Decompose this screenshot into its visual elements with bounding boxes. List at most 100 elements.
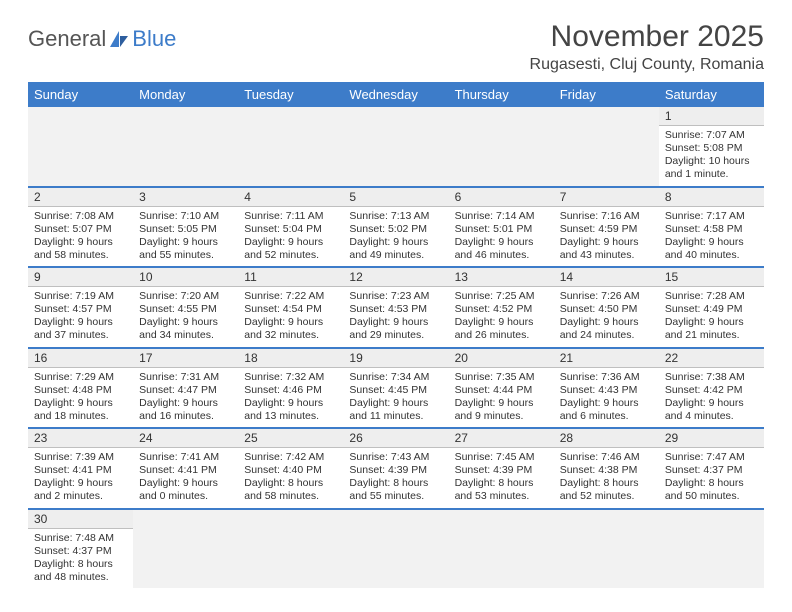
sunset-text: Sunset: 4:58 PM: [665, 223, 758, 236]
day-number: 6: [449, 188, 554, 207]
sunset-text: Sunset: 4:44 PM: [455, 384, 548, 397]
sunrise-text: Sunrise: 7:48 AM: [34, 532, 127, 545]
sunset-text: Sunset: 4:37 PM: [665, 464, 758, 477]
calendar-cell: 4Sunrise: 7:11 AMSunset: 5:04 PMDaylight…: [238, 187, 343, 268]
calendar-cell: 5Sunrise: 7:13 AMSunset: 5:02 PMDaylight…: [343, 187, 448, 268]
weekday-header: Thursday: [449, 82, 554, 107]
daylight-text: Daylight: 8 hours and 50 minutes.: [665, 477, 758, 503]
day-body: Sunrise: 7:23 AMSunset: 4:53 PMDaylight:…: [343, 287, 448, 347]
day-body: Sunrise: 7:48 AMSunset: 4:37 PMDaylight:…: [28, 529, 133, 589]
calendar-row: 23Sunrise: 7:39 AMSunset: 4:41 PMDayligh…: [28, 428, 764, 509]
daylight-text: Daylight: 8 hours and 58 minutes.: [244, 477, 337, 503]
location: Rugasesti, Cluj County, Romania: [530, 56, 764, 74]
day-number: 5: [343, 188, 448, 207]
sunset-text: Sunset: 4:39 PM: [455, 464, 548, 477]
day-body: Sunrise: 7:32 AMSunset: 4:46 PMDaylight:…: [238, 368, 343, 428]
calendar-cell: 14Sunrise: 7:26 AMSunset: 4:50 PMDayligh…: [554, 267, 659, 348]
daylight-text: Daylight: 9 hours and 18 minutes.: [34, 397, 127, 423]
day-number: 27: [449, 429, 554, 448]
calendar-cell: 25Sunrise: 7:42 AMSunset: 4:40 PMDayligh…: [238, 428, 343, 509]
sunrise-text: Sunrise: 7:43 AM: [349, 451, 442, 464]
day-body: Sunrise: 7:16 AMSunset: 4:59 PMDaylight:…: [554, 207, 659, 267]
day-number: 4: [238, 188, 343, 207]
day-number: 20: [449, 349, 554, 368]
logo-text-general: General: [28, 26, 106, 52]
day-body: Sunrise: 7:29 AMSunset: 4:48 PMDaylight:…: [28, 368, 133, 428]
daylight-text: Daylight: 9 hours and 29 minutes.: [349, 316, 442, 342]
sunset-text: Sunset: 4:40 PM: [244, 464, 337, 477]
daylight-text: Daylight: 8 hours and 55 minutes.: [349, 477, 442, 503]
day-body: Sunrise: 7:10 AMSunset: 5:05 PMDaylight:…: [133, 207, 238, 267]
day-number: 16: [28, 349, 133, 368]
calendar-cell: 9Sunrise: 7:19 AMSunset: 4:57 PMDaylight…: [28, 267, 133, 348]
day-body: Sunrise: 7:35 AMSunset: 4:44 PMDaylight:…: [449, 368, 554, 428]
weekday-row: SundayMondayTuesdayWednesdayThursdayFrid…: [28, 82, 764, 107]
sunset-text: Sunset: 5:02 PM: [349, 223, 442, 236]
sunrise-text: Sunrise: 7:45 AM: [455, 451, 548, 464]
calendar-cell-empty: [449, 107, 554, 187]
sunrise-text: Sunrise: 7:26 AM: [560, 290, 653, 303]
day-number: 24: [133, 429, 238, 448]
sunrise-text: Sunrise: 7:28 AM: [665, 290, 758, 303]
calendar-cell: 28Sunrise: 7:46 AMSunset: 4:38 PMDayligh…: [554, 428, 659, 509]
calendar-row: 30Sunrise: 7:48 AMSunset: 4:37 PMDayligh…: [28, 509, 764, 589]
day-body: Sunrise: 7:25 AMSunset: 4:52 PMDaylight:…: [449, 287, 554, 347]
sunrise-text: Sunrise: 7:20 AM: [139, 290, 232, 303]
sunset-text: Sunset: 4:42 PM: [665, 384, 758, 397]
daylight-text: Daylight: 8 hours and 52 minutes.: [560, 477, 653, 503]
sunrise-text: Sunrise: 7:16 AM: [560, 210, 653, 223]
sunset-text: Sunset: 4:39 PM: [349, 464, 442, 477]
daylight-text: Daylight: 9 hours and 9 minutes.: [455, 397, 548, 423]
day-number: 17: [133, 349, 238, 368]
sunset-text: Sunset: 5:07 PM: [34, 223, 127, 236]
day-body: Sunrise: 7:41 AMSunset: 4:41 PMDaylight:…: [133, 448, 238, 508]
day-body: Sunrise: 7:47 AMSunset: 4:37 PMDaylight:…: [659, 448, 764, 508]
day-body: Sunrise: 7:42 AMSunset: 4:40 PMDaylight:…: [238, 448, 343, 508]
daylight-text: Daylight: 9 hours and 43 minutes.: [560, 236, 653, 262]
daylight-text: Daylight: 9 hours and 0 minutes.: [139, 477, 232, 503]
calendar-cell: 23Sunrise: 7:39 AMSunset: 4:41 PMDayligh…: [28, 428, 133, 509]
daylight-text: Daylight: 9 hours and 11 minutes.: [349, 397, 442, 423]
day-number: 1: [659, 107, 764, 126]
sunset-text: Sunset: 4:55 PM: [139, 303, 232, 316]
sunrise-text: Sunrise: 7:46 AM: [560, 451, 653, 464]
calendar-row: 9Sunrise: 7:19 AMSunset: 4:57 PMDaylight…: [28, 267, 764, 348]
daylight-text: Daylight: 9 hours and 37 minutes.: [34, 316, 127, 342]
sunset-text: Sunset: 4:49 PM: [665, 303, 758, 316]
calendar-row: 16Sunrise: 7:29 AMSunset: 4:48 PMDayligh…: [28, 348, 764, 429]
daylight-text: Daylight: 9 hours and 58 minutes.: [34, 236, 127, 262]
calendar-cell-empty: [238, 509, 343, 589]
sunrise-text: Sunrise: 7:10 AM: [139, 210, 232, 223]
sunset-text: Sunset: 4:47 PM: [139, 384, 232, 397]
calendar-cell-empty: [133, 107, 238, 187]
calendar-cell: 13Sunrise: 7:25 AMSunset: 4:52 PMDayligh…: [449, 267, 554, 348]
daylight-text: Daylight: 9 hours and 13 minutes.: [244, 397, 337, 423]
weekday-header: Tuesday: [238, 82, 343, 107]
daylight-text: Daylight: 9 hours and 52 minutes.: [244, 236, 337, 262]
daylight-text: Daylight: 9 hours and 16 minutes.: [139, 397, 232, 423]
sunrise-text: Sunrise: 7:22 AM: [244, 290, 337, 303]
weekday-header: Sunday: [28, 82, 133, 107]
daylight-text: Daylight: 9 hours and 24 minutes.: [560, 316, 653, 342]
sunrise-text: Sunrise: 7:41 AM: [139, 451, 232, 464]
calendar-cell: 10Sunrise: 7:20 AMSunset: 4:55 PMDayligh…: [133, 267, 238, 348]
calendar-cell: 8Sunrise: 7:17 AMSunset: 4:58 PMDaylight…: [659, 187, 764, 268]
calendar-cell: 22Sunrise: 7:38 AMSunset: 4:42 PMDayligh…: [659, 348, 764, 429]
calendar-cell-empty: [133, 509, 238, 589]
day-number: 18: [238, 349, 343, 368]
calendar-cell: 7Sunrise: 7:16 AMSunset: 4:59 PMDaylight…: [554, 187, 659, 268]
day-number: 21: [554, 349, 659, 368]
calendar-row: 2Sunrise: 7:08 AMSunset: 5:07 PMDaylight…: [28, 187, 764, 268]
day-number: 9: [28, 268, 133, 287]
day-number: 14: [554, 268, 659, 287]
day-number: 7: [554, 188, 659, 207]
daylight-text: Daylight: 9 hours and 2 minutes.: [34, 477, 127, 503]
day-number: 29: [659, 429, 764, 448]
calendar-cell: 29Sunrise: 7:47 AMSunset: 4:37 PMDayligh…: [659, 428, 764, 509]
day-body: Sunrise: 7:14 AMSunset: 5:01 PMDaylight:…: [449, 207, 554, 267]
sunset-text: Sunset: 5:08 PM: [665, 142, 758, 155]
daylight-text: Daylight: 9 hours and 26 minutes.: [455, 316, 548, 342]
calendar-row: 1Sunrise: 7:07 AMSunset: 5:08 PMDaylight…: [28, 107, 764, 187]
calendar-cell: 21Sunrise: 7:36 AMSunset: 4:43 PMDayligh…: [554, 348, 659, 429]
daylight-text: Daylight: 10 hours and 1 minute.: [665, 155, 758, 181]
